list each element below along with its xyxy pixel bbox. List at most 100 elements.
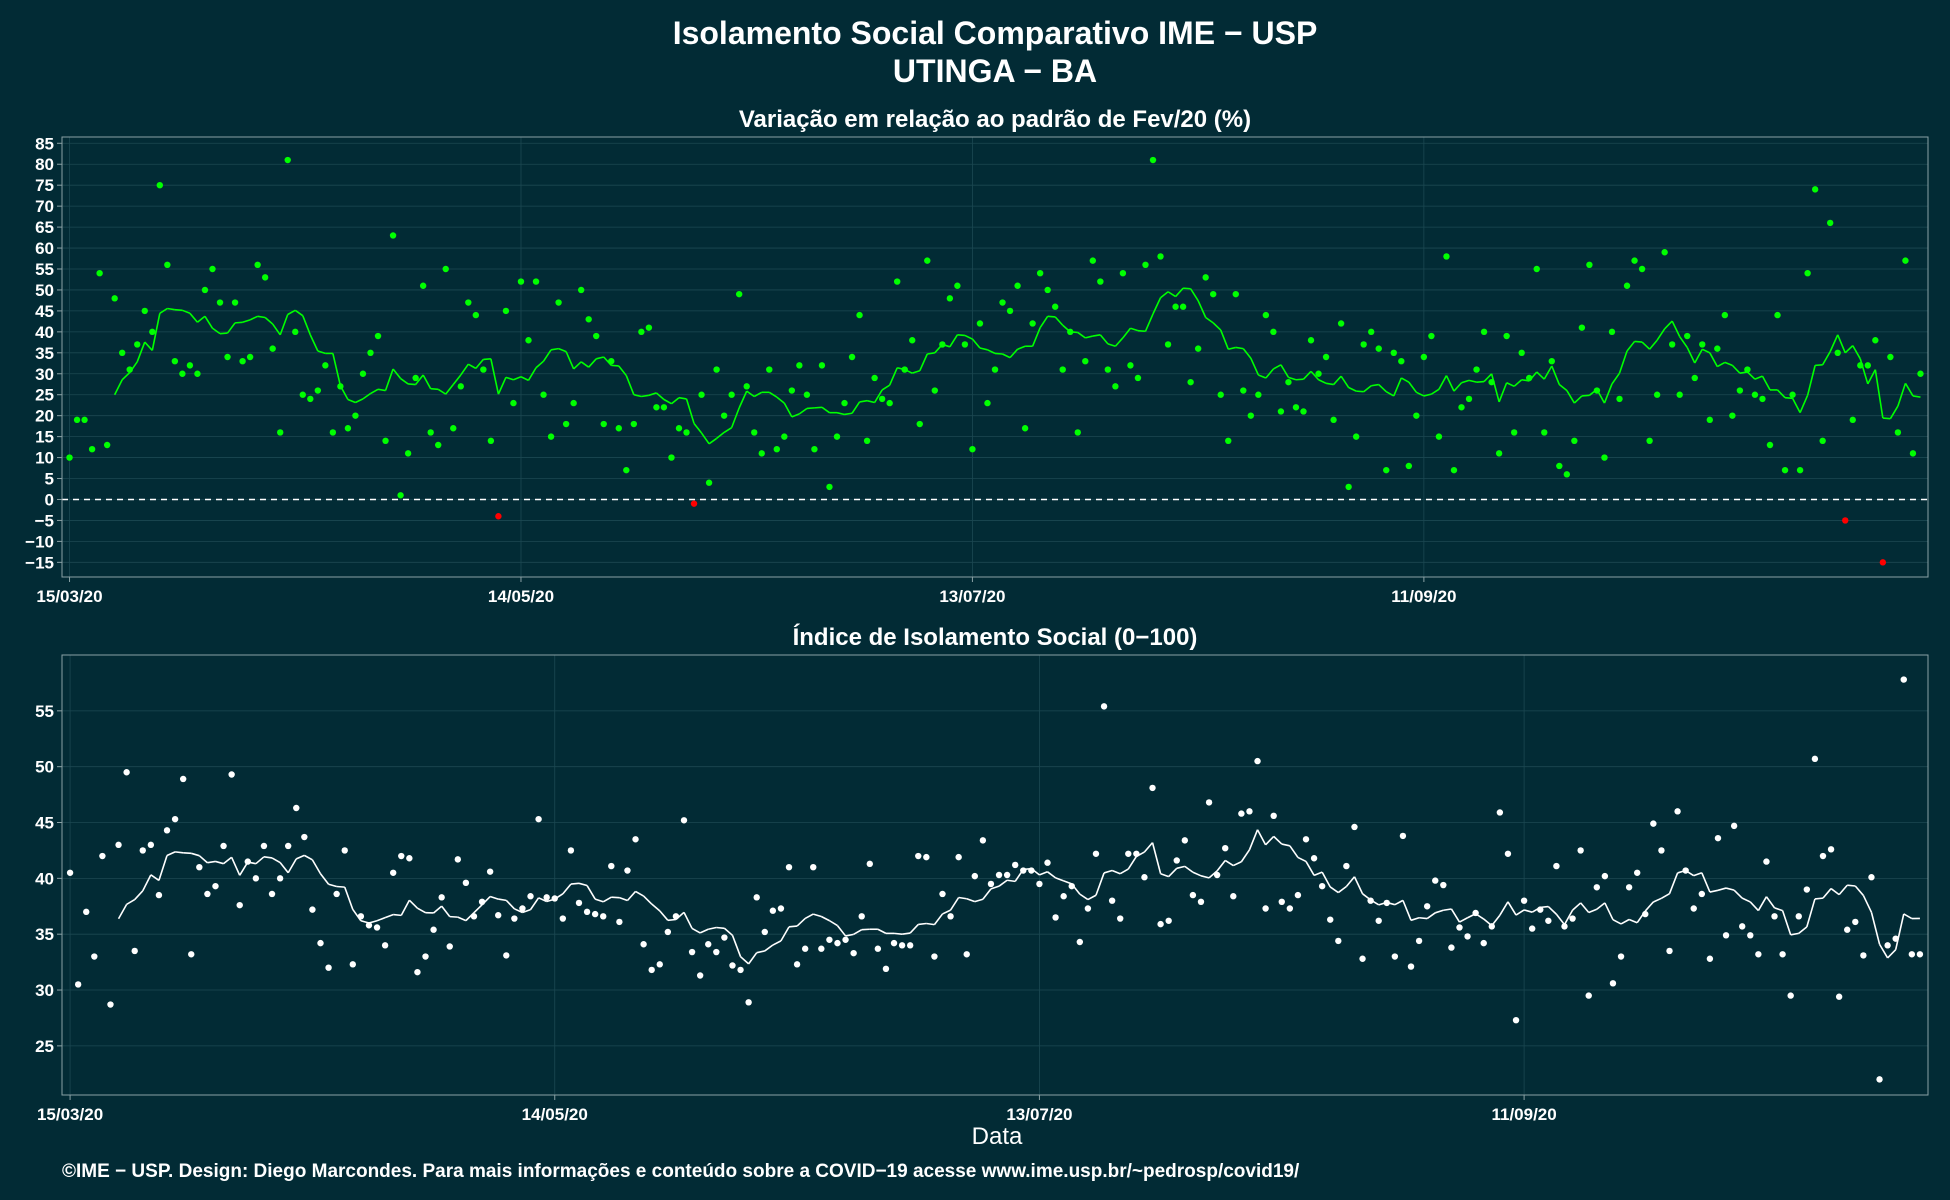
data-point <box>810 863 817 871</box>
data-point <box>615 425 622 432</box>
trend-segment <box>1235 346 1244 350</box>
trend-segment <box>1103 869 1113 874</box>
trend-segment <box>602 896 612 903</box>
trend-segment <box>505 376 514 381</box>
data-point <box>1337 320 1345 327</box>
trend-segment <box>685 398 695 424</box>
trend-segment <box>189 312 199 323</box>
data-point <box>1528 925 1536 932</box>
trend-segment <box>691 927 701 934</box>
trend-segment <box>1302 370 1312 380</box>
data-point <box>728 391 735 398</box>
trend-segment <box>1854 885 1864 896</box>
data-point <box>511 915 518 922</box>
panel-variation-grid <box>62 137 1928 577</box>
trend-segment <box>1628 918 1638 924</box>
data-point <box>1774 311 1781 319</box>
data-point <box>139 847 146 854</box>
trend-segment <box>1709 352 1719 367</box>
trend-segment <box>400 899 411 916</box>
plot-area <box>62 137 1928 577</box>
data-point <box>850 949 857 957</box>
trend-segment <box>1297 856 1307 863</box>
trend-segment <box>1774 907 1783 912</box>
data-point <box>1548 357 1555 365</box>
data-point <box>115 841 122 849</box>
data-point <box>1909 450 1917 457</box>
trend-segment <box>1580 902 1590 914</box>
data-point <box>1585 992 1592 999</box>
data-point <box>246 353 254 361</box>
data-point <box>1089 257 1097 264</box>
trend-segment <box>578 882 588 887</box>
y-tick-label: 65 <box>35 218 54 237</box>
data-point <box>1246 808 1253 815</box>
trend-segment <box>1572 902 1582 911</box>
data-point <box>1278 898 1285 906</box>
data-point <box>317 939 324 947</box>
data-point <box>341 847 348 854</box>
trend-segment <box>538 897 548 903</box>
data-point <box>486 868 494 875</box>
data-point <box>1625 884 1633 891</box>
data-point <box>999 299 1006 306</box>
trend-segment <box>1603 383 1613 404</box>
data-point <box>1751 391 1759 398</box>
data-point <box>781 433 788 440</box>
data-point <box>1359 955 1366 962</box>
data-point <box>577 286 585 294</box>
trend-segment <box>836 925 847 937</box>
data-point <box>1390 349 1397 357</box>
data-point <box>1300 408 1307 415</box>
trend-segment <box>1716 361 1726 368</box>
trend-segment <box>1912 395 1921 398</box>
trend-segment <box>527 367 537 381</box>
trend-segment <box>1443 908 1452 912</box>
trend-segment <box>1453 382 1463 392</box>
data-point <box>1360 341 1367 348</box>
data-point <box>1351 823 1358 831</box>
trend-segment <box>303 854 313 861</box>
x-tick-label: 11/09/20 <box>1491 1105 1556 1124</box>
data-point <box>1646 437 1653 445</box>
trend-segment <box>1318 379 1327 385</box>
y-tick-label: 30 <box>35 365 54 384</box>
trend-segment <box>1410 916 1420 922</box>
trend-segment <box>1547 906 1557 915</box>
trend-segment <box>263 856 273 859</box>
data-point <box>624 867 631 874</box>
trend-segment <box>1558 383 1568 392</box>
trend-segment <box>1507 901 1517 916</box>
data-point <box>389 232 397 239</box>
data-point <box>430 926 437 933</box>
y-tick-label: 5 <box>45 470 54 489</box>
data-point <box>1787 992 1794 999</box>
trend-segment <box>1513 379 1523 387</box>
data-point <box>301 833 308 841</box>
data-point <box>527 893 534 900</box>
data-point <box>540 391 547 398</box>
trend-segment <box>1079 893 1089 901</box>
trend-segment <box>1265 368 1275 379</box>
trend-segment <box>1679 336 1688 348</box>
data-point <box>1112 383 1119 390</box>
data-point <box>555 299 562 306</box>
data-point <box>841 399 848 407</box>
data-point <box>931 387 939 394</box>
data-point <box>979 837 987 844</box>
trend-segment <box>596 356 604 360</box>
trend-segment <box>384 368 394 391</box>
data-point <box>743 383 750 390</box>
trend-segment <box>1776 389 1786 399</box>
trend-segment <box>1047 315 1056 318</box>
data-point <box>1860 952 1867 959</box>
trend-segment <box>753 391 763 398</box>
data-point <box>882 965 890 973</box>
data-point <box>785 863 793 871</box>
trend-segment <box>708 926 717 931</box>
data-point <box>535 815 542 823</box>
trend-segment <box>994 352 1003 355</box>
x-tick-label: 13/07/20 <box>1006 1105 1072 1124</box>
data-point <box>220 842 227 850</box>
